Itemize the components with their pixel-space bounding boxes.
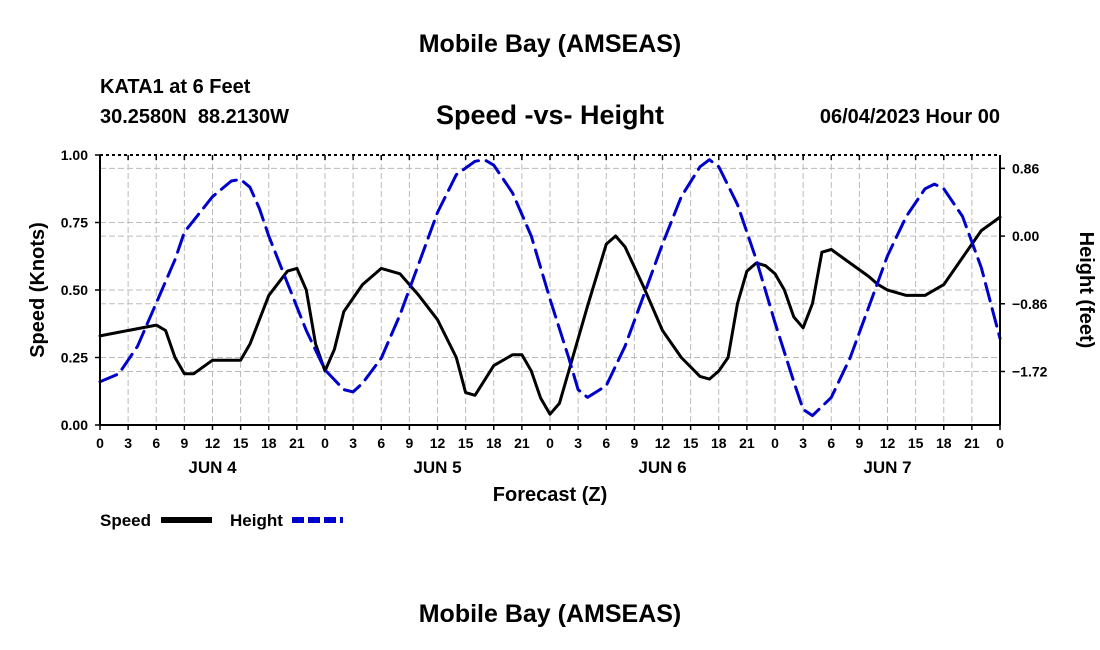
x-tick-label: 0 bbox=[321, 435, 329, 451]
day-labels: JUN 4 JUN 5 JUN 6 JUN 7 bbox=[188, 458, 911, 477]
day-label: JUN 6 bbox=[638, 458, 686, 477]
x-tick-label: 21 bbox=[964, 435, 980, 451]
x-tick-label: 15 bbox=[908, 435, 924, 451]
coordinates-label: 30.2580N 88.2130W bbox=[100, 106, 290, 128]
y2-tick-label: 0.00 bbox=[1012, 228, 1039, 244]
series-group bbox=[98, 158, 1002, 418]
x-tick-label: 6 bbox=[827, 435, 835, 451]
y-tick-label: 0.00 bbox=[61, 417, 88, 433]
y2-tick-labels: −1.72 −0.86 0.00 0.86 bbox=[1012, 160, 1048, 379]
x-tick-label: 0 bbox=[996, 435, 1004, 451]
page-title-bottom: Mobile Bay (AMSEAS) bbox=[418, 600, 682, 628]
y-tick-label: 0.50 bbox=[61, 282, 88, 298]
x-tick-label: 21 bbox=[514, 435, 530, 451]
y-tick-label: 0.25 bbox=[61, 350, 88, 366]
x-tick-label: 6 bbox=[152, 435, 160, 451]
y-tick-label: 1.00 bbox=[61, 147, 88, 163]
series-line-speed bbox=[98, 215, 1002, 416]
x-tick-label: 15 bbox=[458, 435, 474, 451]
x-tick-label: 12 bbox=[880, 435, 896, 451]
x-tick-label: 12 bbox=[655, 435, 671, 451]
x-tick-label: 21 bbox=[289, 435, 305, 451]
x-tick-label: 3 bbox=[349, 435, 357, 451]
axes bbox=[95, 154, 1005, 430]
legend-speed-label: Speed bbox=[100, 511, 151, 530]
x-tick-label: 0 bbox=[96, 435, 104, 451]
y-axis-label: Speed (Knots) bbox=[27, 222, 49, 358]
datetime-label: 06/04/2023 Hour 00 bbox=[819, 106, 1000, 128]
x-tick-label: 9 bbox=[180, 435, 188, 451]
x-tick-label: 6 bbox=[602, 435, 610, 451]
x-tick-label: 3 bbox=[124, 435, 132, 451]
x-tick-label: 18 bbox=[711, 435, 727, 451]
x-tick-label: 12 bbox=[430, 435, 446, 451]
y2-tick-label: −1.72 bbox=[1012, 363, 1048, 379]
series-line-height bbox=[98, 158, 1002, 418]
x-tick-label: 21 bbox=[739, 435, 755, 451]
x-axis-label: Forecast (Z) bbox=[493, 484, 607, 506]
x-tick-label: 0 bbox=[771, 435, 779, 451]
x-tick-label: 3 bbox=[799, 435, 807, 451]
grid bbox=[100, 155, 1000, 425]
x-tick-label: 9 bbox=[855, 435, 863, 451]
y-tick-label: 0.75 bbox=[61, 215, 88, 231]
x-tick-label: 18 bbox=[261, 435, 277, 451]
y-tick-labels: 0.00 0.25 0.50 0.75 1.00 bbox=[61, 147, 88, 433]
page-title-top: Mobile Bay (AMSEAS) bbox=[418, 30, 682, 58]
x-tick-labels: 0 3 6 9 12 15 18 21 0 3 6 9 12 15 18 21 0 3 6 9 12 15 18 21 0 3 6 9… bbox=[96, 435, 1004, 451]
x-tick-label: 18 bbox=[486, 435, 502, 451]
x-tick-label: 3 bbox=[574, 435, 582, 451]
y2-tick-label: −0.86 bbox=[1012, 296, 1048, 312]
legend-height-label: Height bbox=[230, 511, 283, 530]
y2-tick-label: 0.86 bbox=[1012, 160, 1039, 176]
y2-axis-label: Height (feet) bbox=[1075, 232, 1097, 349]
x-tick-label: 9 bbox=[405, 435, 413, 451]
x-tick-label: 15 bbox=[683, 435, 699, 451]
day-label: JUN 4 bbox=[188, 458, 237, 477]
x-tick-label: 12 bbox=[205, 435, 221, 451]
x-tick-label: 15 bbox=[233, 435, 249, 451]
x-tick-label: 0 bbox=[546, 435, 554, 451]
x-tick-label: 6 bbox=[377, 435, 385, 451]
legend: Speed Height bbox=[100, 511, 343, 530]
day-label: JUN 7 bbox=[863, 458, 911, 477]
plot-title: Speed -vs- Height bbox=[435, 100, 665, 130]
day-label: JUN 5 bbox=[413, 458, 461, 477]
x-tick-label: 18 bbox=[936, 435, 952, 451]
station-label: KATA1 at 6 Feet bbox=[100, 76, 251, 98]
x-tick-label: 9 bbox=[630, 435, 638, 451]
